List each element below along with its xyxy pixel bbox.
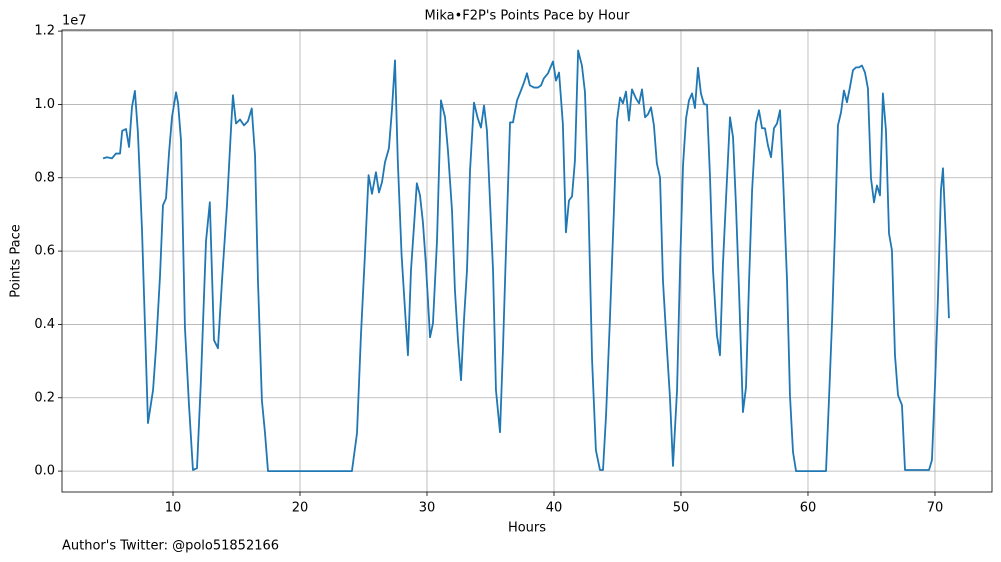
plot-frame (61, 29, 993, 493)
y-tick-label: 0.4 (34, 317, 55, 332)
x-tick-label: 50 (673, 501, 690, 516)
y-tick-label: 0.8 (34, 170, 55, 185)
x-tick-label: 60 (800, 501, 817, 516)
y-tick-label: 0.6 (34, 244, 55, 259)
footnote: Author's Twitter: @polo51852166 (62, 539, 279, 554)
x-tick-label: 20 (292, 501, 309, 516)
x-tick-label: 10 (165, 501, 182, 516)
x-axis-label: Hours (508, 521, 546, 536)
y-offset-label: 1e7 (62, 14, 87, 29)
x-tick-label: 40 (546, 501, 563, 516)
x-tick-label: 70 (927, 501, 944, 516)
y-tick-label: 1.2 (34, 24, 55, 39)
y-tick-label: 0.0 (34, 464, 55, 479)
chart-title: Mika•F2P's Points Pace by Hour (425, 9, 631, 24)
x-tick-label: 30 (419, 501, 436, 516)
y-axis-label: Points Pace (9, 224, 24, 298)
y-tick-label: 1.0 (34, 97, 55, 112)
y-tick-label: 0.2 (34, 390, 55, 405)
data-line (102, 49, 950, 472)
